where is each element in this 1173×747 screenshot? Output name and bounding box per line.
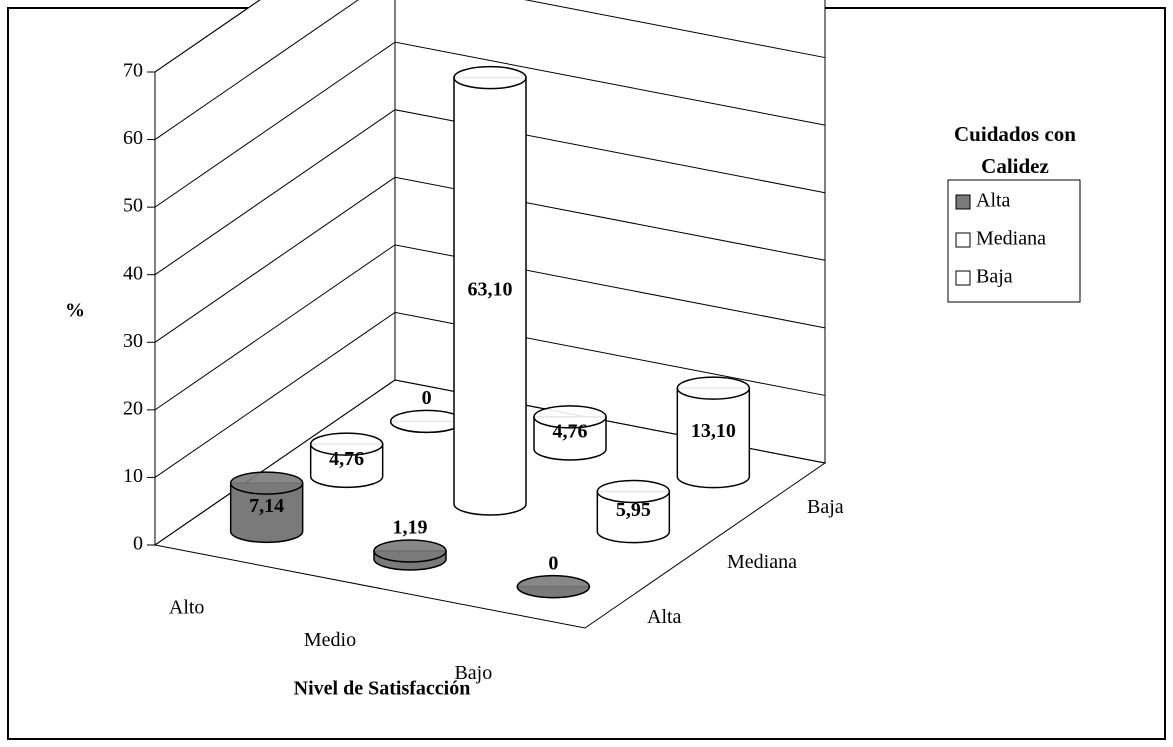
legend-title: Cuidados con Calidez — [954, 122, 1076, 178]
y-tick-label: 50 — [123, 195, 143, 217]
legend-swatch — [955, 232, 971, 248]
depth-tick-label: Baja — [807, 496, 844, 518]
x-tick-label: Bajo — [454, 662, 492, 684]
cylinder-body — [533, 416, 607, 461]
value-label: 5,95 — [616, 499, 651, 521]
x-tick-label: Medio — [304, 629, 356, 651]
y-axis-label: % — [65, 300, 85, 322]
y-tick-label: 0 — [133, 533, 143, 555]
legend-swatch — [955, 194, 971, 210]
cylinder — [533, 405, 607, 461]
cylinder-body — [676, 387, 751, 489]
cylinder — [309, 432, 384, 489]
legend-label: Baja — [976, 266, 1013, 288]
cylinder-top — [373, 539, 447, 563]
cylinder-top — [533, 405, 607, 429]
cylinder-body — [229, 482, 304, 544]
cylinder — [516, 574, 591, 599]
cylinder — [373, 539, 447, 571]
depth-tick-label: Mediana — [727, 551, 797, 573]
cylinder-body — [309, 443, 384, 489]
grid-line — [154, 244, 826, 411]
cylinder-top — [516, 574, 591, 599]
value-label: 13,10 — [691, 420, 736, 442]
cylinder — [676, 376, 751, 489]
y-tick-label: 70 — [123, 60, 143, 82]
grid-line — [154, 311, 826, 478]
value-label: 7,14 — [249, 495, 284, 517]
y-tick-label: 30 — [123, 330, 143, 352]
y-tick-label: 60 — [123, 127, 143, 149]
cylinder-top — [389, 409, 464, 434]
cylinder-top — [453, 65, 527, 90]
grid-line — [154, 109, 826, 276]
cylinder-body — [453, 76, 527, 516]
depth-tick-label: Alta — [647, 606, 682, 628]
legend-label: Alta — [976, 190, 1011, 212]
cylinder-top — [596, 479, 671, 504]
grid-line — [154, 41, 826, 208]
cylinder-top — [676, 376, 751, 400]
x-axis-label: Nivel de Satisfacción — [294, 678, 471, 700]
grid-line — [154, 176, 826, 343]
legend-label: Mediana — [976, 228, 1046, 250]
value-label: 1,19 — [393, 517, 428, 539]
grid-line — [154, 0, 826, 140]
x-tick-label: Alto — [169, 596, 205, 618]
cylinder — [596, 479, 671, 544]
cylinder-body — [596, 490, 671, 544]
cylinder — [229, 471, 304, 544]
value-label: 0 — [422, 387, 432, 409]
legend-swatch — [955, 270, 971, 286]
value-label: 63,10 — [468, 278, 513, 300]
y-tick-label: 20 — [123, 397, 143, 419]
cylinder — [389, 409, 464, 434]
value-label: 4,76 — [553, 421, 588, 443]
value-label: 0 — [548, 552, 558, 574]
grid-line — [154, 0, 261, 73]
cylinder-top — [229, 471, 304, 495]
cylinder-top — [309, 432, 384, 456]
y-tick-label: 40 — [123, 262, 143, 284]
cylinder — [453, 65, 527, 516]
value-label: 4,76 — [329, 448, 364, 470]
y-tick-label: 10 — [123, 465, 143, 487]
